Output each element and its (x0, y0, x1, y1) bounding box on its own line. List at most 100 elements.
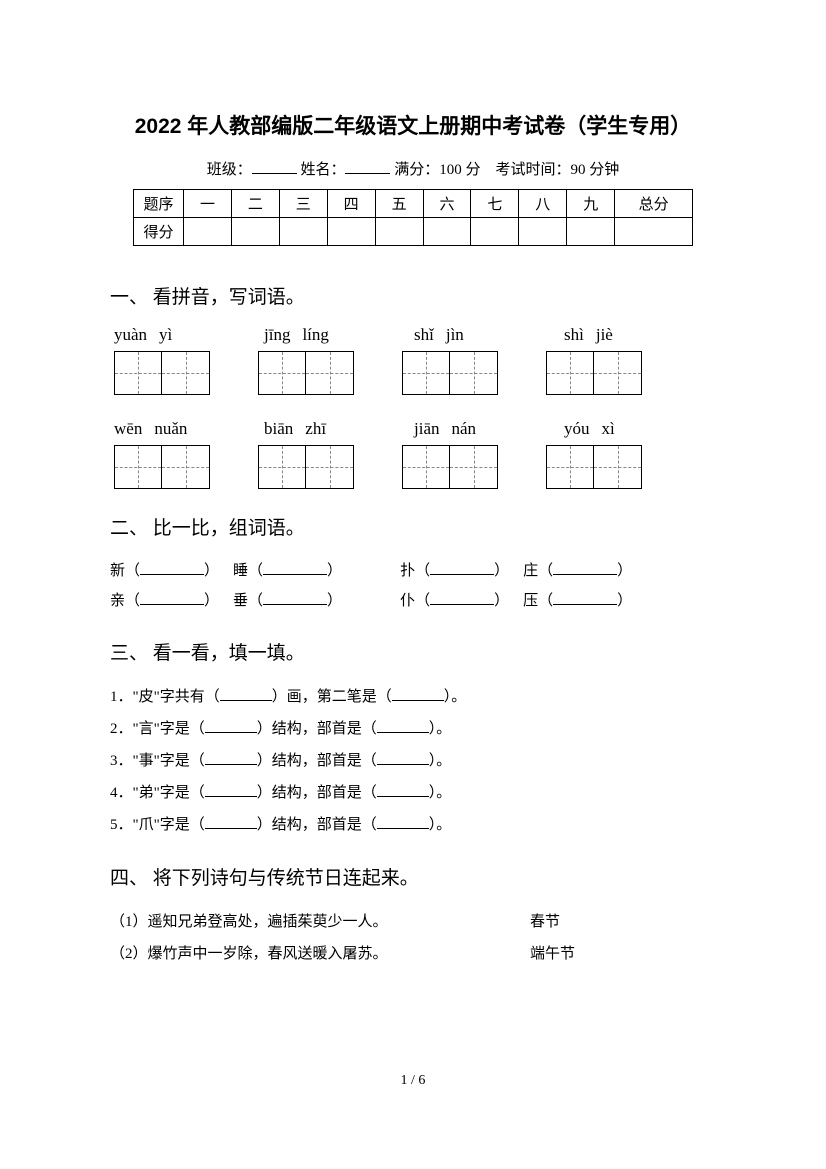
fill-blank[interactable] (430, 561, 494, 575)
q3-line: 5．"爪"字是（）结构，部首是（）。 (110, 809, 716, 841)
pinyin: jìn (446, 325, 464, 344)
fill-blank[interactable] (263, 591, 327, 605)
pinyin-group: wēnnuǎn (114, 419, 216, 439)
time-label: 考试时间： (496, 162, 571, 178)
pinyin: xì (602, 419, 615, 438)
pinyin: yuàn (114, 325, 147, 344)
pinyin: yì (159, 325, 172, 344)
fill-blank[interactable] (553, 561, 617, 575)
char-box-pair[interactable] (258, 445, 354, 489)
full-value: 100 分 (439, 162, 480, 178)
q3-heading: 三、 看一看，填一填。 (110, 638, 716, 665)
table-row: 题序 一 二 三 四 五 六 七 八 九 总分 (134, 190, 693, 218)
q3-line: 1．"皮"字共有（）画，第二笔是（）。 (110, 681, 716, 713)
fill-blank[interactable] (140, 591, 204, 605)
q2-pair: 亲（） (110, 586, 219, 616)
q3-line: 2．"言"字是（）结构，部首是（）。 (110, 713, 716, 745)
th-seq: 题序 (134, 190, 184, 218)
q4-heading: 四、 将下列诗句与传统节日连起来。 (110, 863, 716, 890)
box-row (110, 445, 716, 489)
th-7: 七 (471, 190, 519, 218)
fill-blank[interactable] (205, 719, 257, 733)
char-box-pair[interactable] (258, 351, 354, 395)
th-total: 总分 (615, 190, 693, 218)
th-5: 五 (375, 190, 423, 218)
class-label: 班级： (207, 162, 252, 178)
score-cell[interactable] (279, 218, 327, 246)
fill-blank[interactable] (140, 561, 204, 575)
pinyin: jīng (264, 325, 290, 344)
time-value: 90 分钟 (571, 162, 620, 178)
score-cell[interactable] (423, 218, 471, 246)
char-box-pair[interactable] (546, 445, 642, 489)
pinyin: líng (302, 325, 328, 344)
q4-line: （1）遥知兄弟登高处，遍插茱萸少一人。 春节 (110, 906, 716, 938)
pinyin-group: biānzhī (264, 419, 366, 439)
fill-blank[interactable] (377, 719, 429, 733)
th-1: 一 (184, 190, 232, 218)
pinyin: yóu (564, 419, 590, 438)
pinyin: jiān (414, 419, 440, 438)
fill-blank[interactable] (205, 783, 257, 797)
char-box-pair[interactable] (114, 445, 210, 489)
char-box-pair[interactable] (402, 445, 498, 489)
pinyin: shì (564, 325, 584, 344)
th-8: 八 (519, 190, 567, 218)
fill-blank[interactable] (392, 687, 444, 701)
pinyin: nuǎn (154, 419, 187, 438)
fill-blank[interactable] (220, 687, 272, 701)
fill-blank[interactable] (205, 815, 257, 829)
q4-verse: （1）遥知兄弟登高处，遍插茱萸少一人。 (110, 906, 440, 938)
q2-pair: 垂（） (233, 586, 342, 616)
q2-line: 亲（） 垂（） 仆（） 压（） (110, 586, 716, 616)
pinyin: biān (264, 419, 293, 438)
q2-heading: 二、 比一比，组词语。 (110, 513, 716, 540)
meta-line: 班级： 姓名： 满分：100 分 考试时间：90 分钟 (110, 158, 716, 179)
q2-pair: 压（） (523, 586, 632, 616)
pinyin: nán (452, 419, 477, 438)
fill-blank[interactable] (430, 591, 494, 605)
th-2: 二 (231, 190, 279, 218)
table-row: 得分 (134, 218, 693, 246)
score-table: 题序 一 二 三 四 五 六 七 八 九 总分 得分 (133, 189, 693, 246)
page-title: 2022 年人教部编版二年级语文上册期中考试卷（学生专用） (110, 110, 716, 140)
score-cell[interactable] (327, 218, 375, 246)
pinyin: wēn (114, 419, 142, 438)
th-3: 三 (279, 190, 327, 218)
full-label: 满分： (394, 162, 439, 178)
char-box-pair[interactable] (402, 351, 498, 395)
fill-blank[interactable] (205, 751, 257, 765)
fill-blank[interactable] (263, 561, 327, 575)
q4-verse: （2）爆竹声中一岁除，春风送暖入屠苏。 (110, 938, 440, 970)
q2-pair: 仆（） (400, 586, 509, 616)
fill-blank[interactable] (377, 783, 429, 797)
score-cell[interactable] (375, 218, 423, 246)
name-blank[interactable] (345, 160, 390, 174)
fill-blank[interactable] (553, 591, 617, 605)
td-score-label: 得分 (134, 218, 184, 246)
pinyin: jiè (596, 325, 613, 344)
q4-festival: 春节 (530, 906, 610, 938)
q2-pair: 睡（） (233, 556, 342, 586)
pinyin-group: shǐjìn (414, 325, 516, 345)
class-blank[interactable] (252, 160, 297, 174)
th-6: 六 (423, 190, 471, 218)
q2-line: 新（）睡（）扑（）庄（） (110, 556, 716, 586)
char-box-pair[interactable] (546, 351, 642, 395)
pinyin-group: shìjiè (564, 325, 666, 345)
fill-blank[interactable] (377, 815, 429, 829)
pinyin-group: jīng líng (264, 325, 366, 345)
score-cell[interactable] (519, 218, 567, 246)
th-4: 四 (327, 190, 375, 218)
score-cell[interactable] (471, 218, 519, 246)
box-row (110, 351, 716, 395)
score-cell[interactable] (615, 218, 693, 246)
fill-blank[interactable] (377, 751, 429, 765)
char-box-pair[interactable] (114, 351, 210, 395)
score-cell[interactable] (567, 218, 615, 246)
name-label: 姓名： (300, 162, 345, 178)
page-number: 1 / 6 (110, 1073, 716, 1089)
score-cell[interactable] (231, 218, 279, 246)
score-cell[interactable] (184, 218, 232, 246)
pinyin-row: wēnnuǎn biānzhī jiānnán yóuxì (110, 419, 716, 439)
